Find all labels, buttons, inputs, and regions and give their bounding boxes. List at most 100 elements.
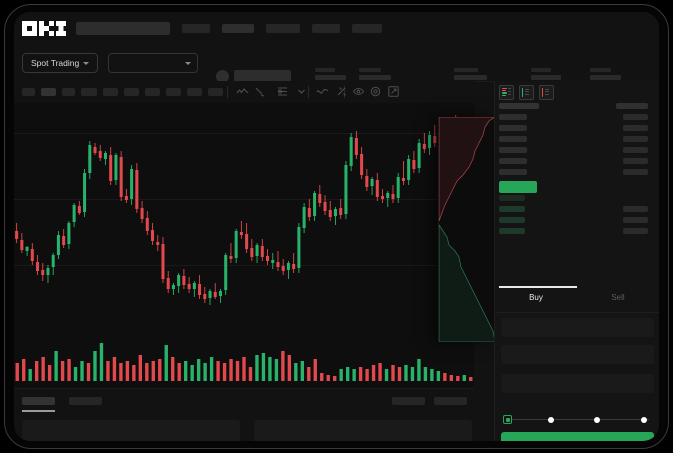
toolbar-item-3[interactable] xyxy=(62,88,75,96)
orderbook-ask-price xyxy=(499,147,527,153)
orderbook-bid-amount xyxy=(623,217,648,223)
nav-item-3[interactable] xyxy=(266,24,300,33)
orderbook-bid-amount xyxy=(623,228,648,234)
wave-icon[interactable] xyxy=(316,85,329,98)
toolbar-separator xyxy=(344,86,345,98)
percent-slider[interactable] xyxy=(503,414,653,425)
bottom-tab-open-orders[interactable] xyxy=(22,397,55,405)
orderbook-ask-amount xyxy=(623,169,648,175)
orderbook-mode-bids[interactable] xyxy=(519,85,534,100)
settings-icon[interactable] xyxy=(369,85,382,98)
slider-stop[interactable] xyxy=(641,416,647,423)
chevron-down-icon xyxy=(185,61,191,65)
toolbar-item-10[interactable] xyxy=(208,88,223,96)
orderbook-ask-amount xyxy=(623,136,648,142)
toolbar-item-4[interactable] xyxy=(81,88,97,96)
bottom-panel-left xyxy=(22,420,240,441)
volume-histogram xyxy=(15,343,473,381)
nav-item-2[interactable] xyxy=(222,24,254,33)
toolbar-item-6[interactable] xyxy=(124,88,139,96)
coin-avatar xyxy=(216,70,229,83)
magnet-icon[interactable] xyxy=(335,85,348,98)
orderbook-bid-price xyxy=(499,217,525,223)
orderbook-ask-price xyxy=(499,169,527,175)
stat-24h-low xyxy=(454,68,487,80)
okx-logo[interactable] xyxy=(22,21,66,36)
top-navigation-bar xyxy=(14,12,659,46)
last-price-value xyxy=(234,70,291,83)
stat-24h-change xyxy=(315,68,346,80)
bid-depth-area xyxy=(439,224,495,342)
orderbook-ask-amount xyxy=(623,158,648,164)
nav-item-4[interactable] xyxy=(312,24,340,33)
chart-gridline xyxy=(14,133,474,134)
trend-line-icon[interactable] xyxy=(254,85,267,98)
order-book-rows[interactable] xyxy=(495,103,659,283)
candlestick-series xyxy=(15,115,473,305)
toolbar-separator xyxy=(308,86,309,98)
toolbar-item-7[interactable] xyxy=(145,88,160,96)
order-book-panel: Buy Sell xyxy=(494,81,659,441)
orderbook-ask-amount xyxy=(623,114,648,120)
total-input[interactable] xyxy=(501,374,654,393)
pair-selector[interactable] xyxy=(108,53,198,73)
active-tab-underline xyxy=(22,410,55,412)
place-buy-order-button[interactable] xyxy=(501,432,654,441)
orderbook-bid-amount xyxy=(623,206,648,212)
toolbar-item-9[interactable] xyxy=(187,88,202,96)
order-form xyxy=(495,312,659,441)
price-input[interactable] xyxy=(501,318,654,337)
price-chart[interactable] xyxy=(14,103,474,388)
bottom-action-1[interactable] xyxy=(392,397,425,405)
toolbar-item-8[interactable] xyxy=(166,88,181,96)
orderbook-last-price xyxy=(499,181,537,193)
amount-input[interactable] xyxy=(501,345,654,364)
bottom-tab-order-history[interactable] xyxy=(69,397,102,405)
bottom-panel-right xyxy=(254,420,472,441)
slider-track xyxy=(507,419,649,420)
orders-panel xyxy=(14,388,474,441)
nav-item-5[interactable] xyxy=(352,24,382,33)
order-book-mode-switcher xyxy=(499,85,554,100)
slider-stop[interactable] xyxy=(594,416,600,423)
depth-chart-overlay xyxy=(438,117,495,342)
orderbook-ask-amount xyxy=(623,147,648,153)
slider-stop[interactable] xyxy=(548,416,554,423)
orderbook-ask-price xyxy=(499,114,527,120)
app-screen: Spot Trading xyxy=(14,12,659,441)
chevron-down-icon[interactable] xyxy=(295,85,308,98)
eye-icon[interactable] xyxy=(352,85,365,98)
bottom-action-2[interactable] xyxy=(434,397,467,405)
trading-mode-selector[interactable]: Spot Trading xyxy=(22,53,99,73)
orderbook-ask-price xyxy=(499,158,527,164)
nav-item-1[interactable] xyxy=(182,24,210,33)
orderbook-ask-amount xyxy=(623,125,648,131)
line-chart-icon[interactable] xyxy=(236,85,249,98)
depth-chart-svg xyxy=(439,117,495,342)
orderbook-mode-asks[interactable] xyxy=(539,85,554,100)
orderbook-mode-both[interactable] xyxy=(499,85,514,100)
trade-side-tabs: Buy Sell xyxy=(495,286,659,313)
global-search-input[interactable] xyxy=(76,22,170,35)
tab-buy[interactable]: Buy xyxy=(529,293,543,302)
tab-sell[interactable]: Sell xyxy=(611,293,625,302)
toolbar-item-5[interactable] xyxy=(103,88,118,96)
toolbar-item-2[interactable] xyxy=(41,88,56,96)
chevron-down-icon xyxy=(83,61,90,65)
fib-retracement-icon[interactable] xyxy=(276,85,289,98)
stat-24h-high xyxy=(359,68,391,80)
orderbook-bid-price xyxy=(499,206,525,212)
chart-gridline xyxy=(14,265,474,266)
chart-gridline xyxy=(14,199,474,200)
stat-24h-turnover xyxy=(590,68,621,80)
orderbook-header-amount xyxy=(616,103,648,109)
slider-handle[interactable] xyxy=(503,415,512,424)
toolbar-item-1[interactable] xyxy=(22,88,35,96)
toolbar-separator xyxy=(227,86,228,98)
orderbook-header-price xyxy=(499,103,539,109)
orderbook-bid-price xyxy=(499,195,525,201)
orderbook-ask-price xyxy=(499,125,527,131)
trading-mode-label: Spot Trading xyxy=(31,58,80,68)
fullscreen-icon[interactable] xyxy=(387,85,400,98)
